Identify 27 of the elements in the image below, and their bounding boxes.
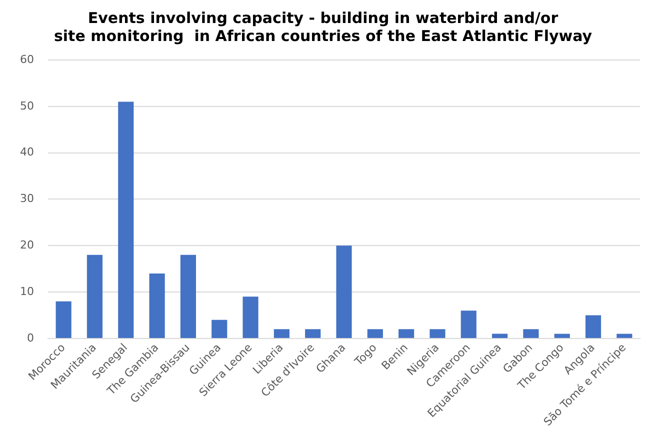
bar xyxy=(585,315,602,338)
y-tick-label: 20 xyxy=(20,238,34,252)
bar xyxy=(149,273,165,338)
bar xyxy=(86,254,103,338)
bar xyxy=(118,102,134,338)
bar xyxy=(212,320,228,338)
bar xyxy=(56,301,72,338)
bar xyxy=(616,334,632,338)
bar xyxy=(398,329,414,338)
y-tick-label: 40 xyxy=(20,146,34,159)
bar xyxy=(460,310,476,338)
bar xyxy=(523,329,539,338)
y-tick-label: 50 xyxy=(20,99,34,112)
bar xyxy=(430,329,446,338)
bar xyxy=(554,334,570,338)
y-tick-label: 0 xyxy=(26,331,34,344)
bar xyxy=(492,334,508,338)
bar xyxy=(336,246,352,338)
y-tick-label: 60 xyxy=(20,52,34,66)
y-tick-label: 30 xyxy=(20,192,34,206)
bar xyxy=(180,254,196,338)
y-tick-label: 10 xyxy=(20,284,34,298)
bar xyxy=(305,329,321,338)
bar xyxy=(242,296,258,338)
chart-title: Events involving capacity - building in waterbird and/or site monitoring in African countries of the East Atlantic Flyway xyxy=(54,8,592,45)
bar xyxy=(367,329,383,338)
bar xyxy=(274,329,290,338)
